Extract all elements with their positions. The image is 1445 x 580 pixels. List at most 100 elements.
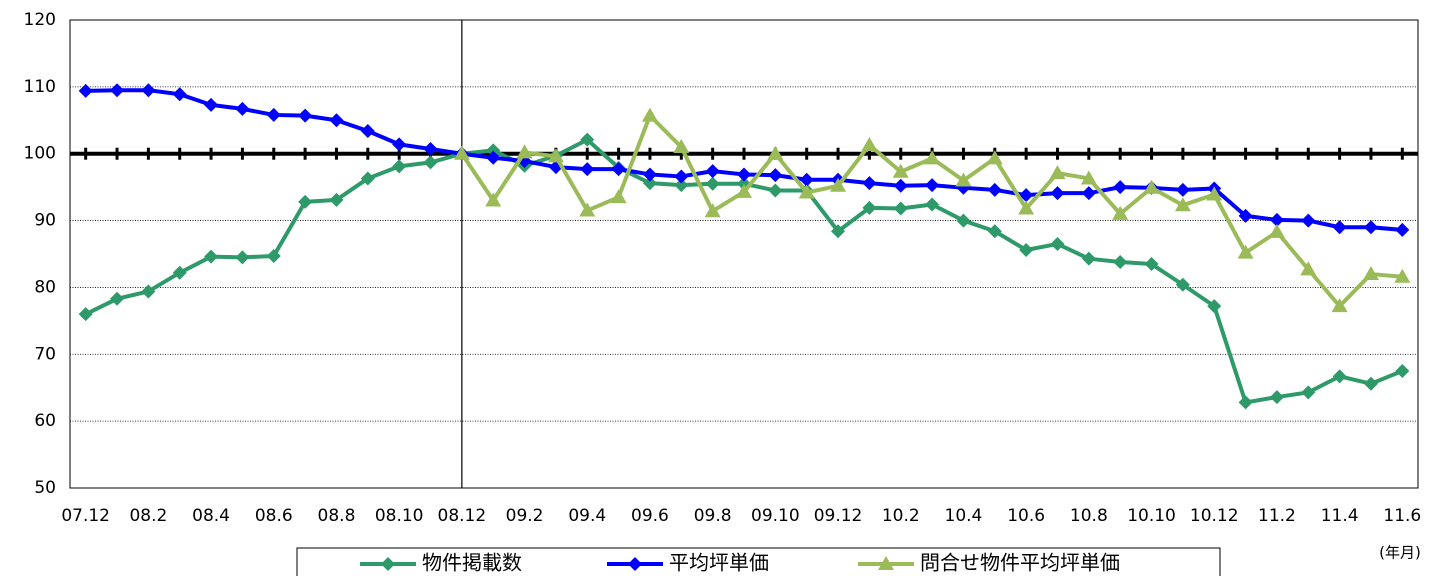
- data-point: [235, 101, 250, 116]
- data-point: [1019, 188, 1034, 203]
- x-tick-label: 10.10: [1127, 506, 1176, 526]
- x-tick-label: 08.2: [129, 506, 167, 526]
- data-point: [1332, 220, 1347, 235]
- data-point: [547, 148, 564, 163]
- data-point: [141, 83, 156, 98]
- data-point: [78, 83, 93, 98]
- data-point: [736, 183, 752, 198]
- x-tick-label: 08.8: [318, 506, 356, 526]
- data-point: [516, 144, 533, 159]
- x-tick-label: 10.6: [1007, 506, 1045, 526]
- data-point: [486, 150, 501, 165]
- data-point: [329, 192, 344, 207]
- data-point: [266, 249, 281, 264]
- data-point: [1018, 200, 1035, 215]
- data-point: [893, 178, 908, 193]
- data-point: [1331, 298, 1348, 313]
- data-point: [642, 167, 657, 182]
- data-point: [1113, 255, 1128, 270]
- data-point: [204, 249, 219, 264]
- data-point: [204, 97, 219, 112]
- data-point: [110, 83, 125, 98]
- data-point: [1269, 212, 1284, 227]
- legend-box: [296, 547, 1221, 579]
- data-point: [298, 108, 313, 123]
- data-point: [799, 172, 814, 187]
- data-point: [1269, 390, 1284, 405]
- x-tick-label: 09.4: [568, 506, 606, 526]
- data-point: [924, 150, 941, 165]
- data-point: [1175, 182, 1190, 197]
- data-point: [673, 139, 690, 154]
- x-axis-unit: (年月): [1379, 544, 1421, 562]
- data-point: [1238, 208, 1253, 223]
- x-tick-label: 08.6: [255, 506, 293, 526]
- x-tick-label: 08.12: [438, 506, 487, 526]
- x-tick-label: 09.6: [631, 506, 669, 526]
- y-tick-label: 60: [34, 411, 56, 431]
- data-point: [580, 132, 595, 147]
- y-tick-label: 50: [34, 478, 56, 498]
- data-point: [641, 107, 658, 122]
- data-point: [580, 162, 595, 177]
- data-point: [423, 155, 438, 170]
- x-tick-label: 09.12: [814, 506, 863, 526]
- data-point: [1050, 236, 1065, 251]
- data-point: [110, 291, 125, 306]
- data-point: [266, 107, 281, 122]
- data-point: [1112, 205, 1129, 220]
- data-point: [955, 172, 972, 187]
- data-point: [642, 176, 657, 191]
- y-tick-label: 110: [24, 77, 56, 97]
- data-point: [611, 162, 626, 177]
- data-point: [172, 265, 187, 280]
- data-point: [1300, 261, 1317, 276]
- x-tick-label: 09.8: [694, 506, 732, 526]
- data-point: [1174, 197, 1191, 212]
- y-tick-label: 80: [34, 277, 56, 297]
- legend-marker: [628, 557, 642, 571]
- x-tick-label: 09.10: [751, 506, 800, 526]
- data-point: [1050, 186, 1065, 201]
- data-point: [1237, 244, 1254, 259]
- data-point: [674, 178, 689, 193]
- data-point: [1394, 268, 1411, 283]
- data-point: [704, 203, 721, 218]
- data-point: [392, 137, 407, 152]
- data-point: [1301, 213, 1316, 228]
- x-tick-label: 10.8: [1070, 506, 1108, 526]
- data-point: [1206, 186, 1223, 201]
- data-point: [172, 87, 187, 102]
- data-point: [610, 189, 627, 204]
- x-tick-label: 08.4: [192, 506, 230, 526]
- data-point: [925, 197, 940, 212]
- y-tick-label: 100: [24, 144, 56, 164]
- data-point: [956, 213, 971, 228]
- data-point: [1268, 223, 1285, 238]
- data-point: [1080, 170, 1097, 185]
- data-point: [674, 169, 689, 184]
- data-point: [1238, 395, 1253, 410]
- data-point: [392, 159, 407, 174]
- data-point: [486, 143, 501, 158]
- data-point: [986, 150, 1003, 165]
- data-point: [925, 178, 940, 193]
- data-point: [1019, 242, 1034, 257]
- data-point: [1363, 376, 1378, 391]
- x-tick-label: 11.6: [1383, 506, 1421, 526]
- data-point: [705, 176, 720, 191]
- x-tick-label: 08.10: [375, 506, 424, 526]
- data-point: [1081, 186, 1096, 201]
- x-tick-label: 10.4: [945, 506, 983, 526]
- data-point: [1395, 364, 1410, 378]
- legend-marker: [381, 557, 395, 571]
- data-point: [1113, 180, 1128, 195]
- legend-label: 物件掲載数: [422, 551, 522, 575]
- data-point: [1207, 299, 1222, 314]
- data-point: [298, 194, 313, 209]
- data-point: [893, 201, 908, 216]
- data-point: [329, 113, 344, 128]
- x-tick-label: 10.12: [1190, 506, 1239, 526]
- x-tick-label: 07.12: [61, 506, 110, 526]
